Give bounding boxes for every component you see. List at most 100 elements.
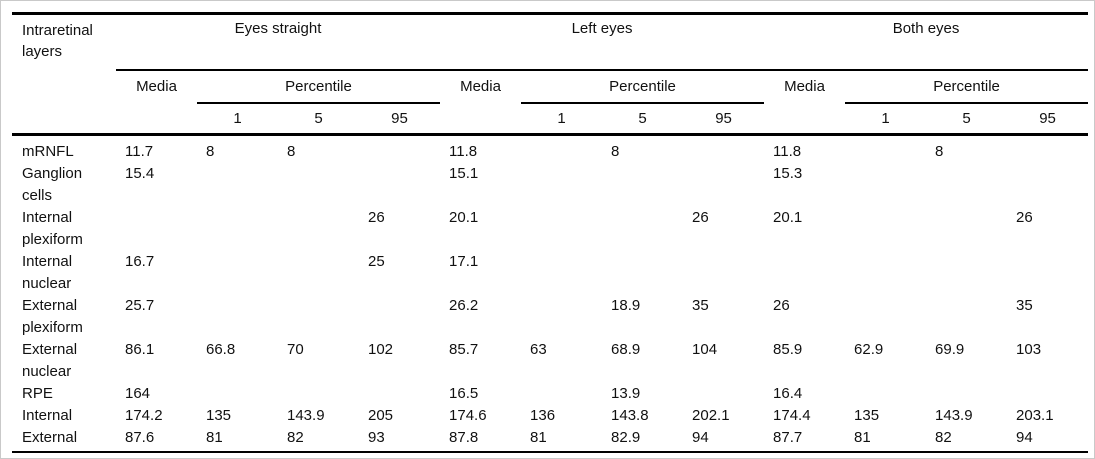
value-cell — [926, 251, 1007, 295]
value-cell — [278, 295, 359, 339]
value-cell: 18.9 — [611, 296, 641, 314]
value-cell: 20.1 — [449, 208, 479, 226]
value-cell — [602, 163, 683, 207]
value-cell: 25.7 — [125, 296, 155, 314]
value-cell — [683, 163, 764, 207]
value-cell — [278, 163, 359, 207]
layer-label: External — [12, 426, 116, 453]
value-cell: 174.6 — [449, 406, 487, 424]
value-cell: 94 — [683, 426, 765, 453]
value-cell: 82 — [926, 426, 1008, 453]
percentile-level-5: 5 — [926, 103, 1008, 136]
value-cell: 87.8 — [440, 426, 522, 453]
layer-label: Internal plexiform — [22, 208, 83, 248]
value-cell — [197, 295, 278, 339]
value-cell — [278, 383, 359, 405]
value-cell: 104 — [692, 340, 718, 358]
value-cell: 17.1 — [449, 252, 479, 270]
value-cell: 135 — [206, 406, 232, 424]
value-cell: 25 — [368, 252, 385, 270]
value-cell: 8 — [611, 142, 620, 160]
value-cell: 68.9 — [611, 340, 641, 358]
value-cell — [1007, 134, 1088, 163]
value-cell: 66.8 — [206, 340, 236, 358]
value-cell — [278, 251, 359, 295]
value-cell: 87.6 — [116, 426, 197, 453]
value-cell — [1007, 163, 1088, 207]
value-cell: 164 — [125, 384, 151, 402]
value-cell: 8 — [206, 142, 215, 160]
value-cell: 11.8 — [773, 142, 802, 160]
value-cell — [1007, 251, 1088, 295]
percentile-level-95: 95 — [1007, 103, 1089, 136]
value-cell — [197, 163, 278, 207]
corner-header: Intraretinal layers — [12, 12, 116, 136]
value-cell: 143.9 — [935, 406, 973, 424]
layer-label: Internal nuclear — [22, 252, 73, 292]
subheader-row: Media Percentile Media Percentile Media … — [12, 70, 1089, 136]
percentile-header: Percentile — [197, 70, 441, 104]
value-cell — [683, 383, 764, 405]
value-cell: 203.1 — [1016, 406, 1054, 424]
value-cell: 81 — [521, 426, 603, 453]
value-cell: 35 — [692, 296, 709, 314]
value-cell — [197, 383, 278, 405]
value-cell: 8 — [287, 142, 296, 160]
value-cell: 143.9 — [287, 406, 325, 424]
value-cell — [197, 207, 278, 251]
table-body: mRNFL 11.7 8 8 11.8 8 11.8 8 Ganglion cells 15.4 1… — [12, 134, 1089, 453]
value-cell: 63 — [530, 340, 547, 358]
value-cell: 16.4 — [773, 384, 803, 402]
value-cell — [278, 207, 359, 251]
value-cell — [926, 295, 1007, 339]
value-cell: 26 — [773, 296, 790, 314]
media-header: Media — [116, 70, 197, 136]
value-cell — [845, 207, 926, 251]
value-cell — [926, 207, 1007, 251]
value-cell: 70 — [287, 340, 304, 358]
value-cell — [602, 207, 683, 251]
value-cell: 94 — [1007, 426, 1089, 453]
percentile-level-1: 1 — [521, 103, 603, 136]
value-cell: 26 — [1016, 208, 1033, 226]
value-cell: 11.8 — [449, 142, 478, 160]
percentile-header: Percentile — [845, 70, 1089, 104]
value-cell: 82.9 — [602, 426, 684, 453]
value-cell: 15.4 — [125, 164, 155, 182]
value-cell: 143.8 — [611, 406, 649, 424]
value-cell — [359, 134, 440, 163]
value-cell: 69.9 — [935, 340, 965, 358]
value-cell: 81 — [197, 426, 278, 453]
value-cell: 85.9 — [773, 340, 803, 358]
value-cell — [1007, 383, 1088, 405]
value-cell: 85.7 — [449, 340, 479, 358]
value-cell — [521, 251, 602, 295]
value-cell: 202.1 — [692, 406, 730, 424]
value-cell: 26 — [368, 208, 385, 226]
table-row: Internal plexiform 26 20.1 26 20.1 26 — [12, 207, 1088, 251]
table-row: RPE 164 16.5 13.9 16.4 — [12, 383, 1088, 405]
layer-label: Ganglion cells — [22, 164, 83, 204]
value-cell — [845, 295, 926, 339]
media-header: Media — [440, 70, 522, 136]
percentile-header: Percentile — [521, 70, 765, 104]
value-cell: 26 — [692, 208, 709, 226]
layer-label: External nuclear — [22, 340, 78, 380]
value-cell: 35 — [1016, 296, 1033, 314]
value-cell: 205 — [368, 406, 394, 424]
media-header: Media — [764, 70, 846, 136]
table-row: External 87.6 81 82 93 87.8 81 82.9 94 87.7 81 82 94 — [12, 426, 1089, 453]
value-cell — [926, 383, 1007, 405]
value-cell — [845, 251, 926, 295]
value-cell: 81 — [845, 426, 927, 453]
value-cell: 16.5 — [449, 384, 479, 402]
value-cell — [602, 251, 683, 295]
layer-label: Internal — [22, 406, 73, 424]
intraretinal-layers-table: Intraretinal layers Eyes straight Left e… — [12, 12, 1089, 453]
percentile-level-5: 5 — [278, 103, 359, 136]
value-cell: 26.2 — [449, 296, 479, 314]
value-cell: 15.1 — [449, 164, 479, 182]
value-cell — [521, 207, 602, 251]
layer-label: External plexiform — [22, 296, 83, 336]
